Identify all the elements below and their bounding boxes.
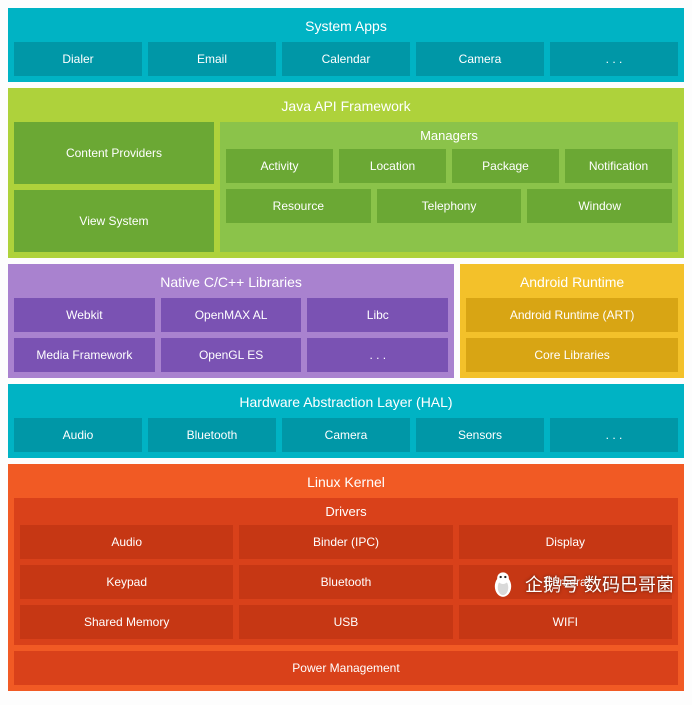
native-box: Webkit xyxy=(14,298,155,332)
driver-box: Audio xyxy=(20,525,233,559)
manager-box: Resource xyxy=(226,189,371,223)
driver-box: WIFI xyxy=(459,605,672,639)
api-box: Content Providers xyxy=(14,122,214,184)
native-box: . . . xyxy=(307,338,448,372)
layer-hal: Hardware Abstraction Layer (HAL) Audio B… xyxy=(8,384,684,458)
hal-box: Camera xyxy=(282,418,410,452)
system-apps-row: Dialer Email Calendar Camera . . . xyxy=(14,42,678,76)
app-box: Calendar xyxy=(282,42,410,76)
native-box: Libc xyxy=(307,298,448,332)
driver-box: Shared Memory xyxy=(20,605,233,639)
app-box: Dialer xyxy=(14,42,142,76)
driver-box: Binder (IPC) xyxy=(239,525,452,559)
layer-title: Java API Framework xyxy=(14,94,678,122)
manager-box: Telephony xyxy=(377,189,522,223)
driver-box: Bluetooth xyxy=(239,565,452,599)
native-box: Media Framework xyxy=(14,338,155,372)
java-api-body: Content Providers View System Managers A… xyxy=(14,122,678,252)
native-runtime-row: Native C/C++ Libraries Webkit OpenMAX AL… xyxy=(8,264,684,378)
java-left-column: Content Providers View System xyxy=(14,122,214,252)
hal-box: . . . xyxy=(550,418,678,452)
layer-title: System Apps xyxy=(14,14,678,42)
manager-box: Package xyxy=(452,149,559,183)
manager-box: Activity xyxy=(226,149,333,183)
native-box: OpenMAX AL xyxy=(161,298,302,332)
api-box: View System xyxy=(14,190,214,252)
layer-title: Android Runtime xyxy=(466,270,678,298)
watermark-text: 企鹅号 数码巴哥菌 xyxy=(525,571,674,597)
app-box: Email xyxy=(148,42,276,76)
managers-title: Managers xyxy=(226,128,672,149)
watermark: 企鹅号 数码巴哥菌 xyxy=(489,570,674,598)
app-box: Camera xyxy=(416,42,544,76)
manager-box: Window xyxy=(527,189,672,223)
native-box: OpenGL ES xyxy=(161,338,302,372)
manager-box: Notification xyxy=(565,149,672,183)
runtime-box: Android Runtime (ART) xyxy=(466,298,678,332)
runtime-box: Core Libraries xyxy=(466,338,678,372)
app-box: . . . xyxy=(550,42,678,76)
layer-native: Native C/C++ Libraries Webkit OpenMAX AL… xyxy=(8,264,454,378)
layer-java-api: Java API Framework Content Providers Vie… xyxy=(8,88,684,258)
power-mgmt-box: Power Management xyxy=(14,651,678,685)
managers-group: Managers Activity Location Package Notif… xyxy=(220,122,678,252)
driver-box: Keypad xyxy=(20,565,233,599)
drivers-title: Drivers xyxy=(20,504,672,525)
hal-box: Bluetooth xyxy=(148,418,276,452)
driver-box: USB xyxy=(239,605,452,639)
driver-box: Display xyxy=(459,525,672,559)
layer-system-apps: System Apps Dialer Email Calendar Camera… xyxy=(8,8,684,82)
layer-title: Linux Kernel xyxy=(14,470,678,498)
penguin-icon xyxy=(489,570,517,598)
layer-title: Hardware Abstraction Layer (HAL) xyxy=(14,390,678,418)
layer-title: Native C/C++ Libraries xyxy=(14,270,448,298)
hal-box: Audio xyxy=(14,418,142,452)
hal-box: Sensors xyxy=(416,418,544,452)
layer-runtime: Android Runtime Android Runtime (ART) Co… xyxy=(460,264,684,378)
manager-box: Location xyxy=(339,149,446,183)
